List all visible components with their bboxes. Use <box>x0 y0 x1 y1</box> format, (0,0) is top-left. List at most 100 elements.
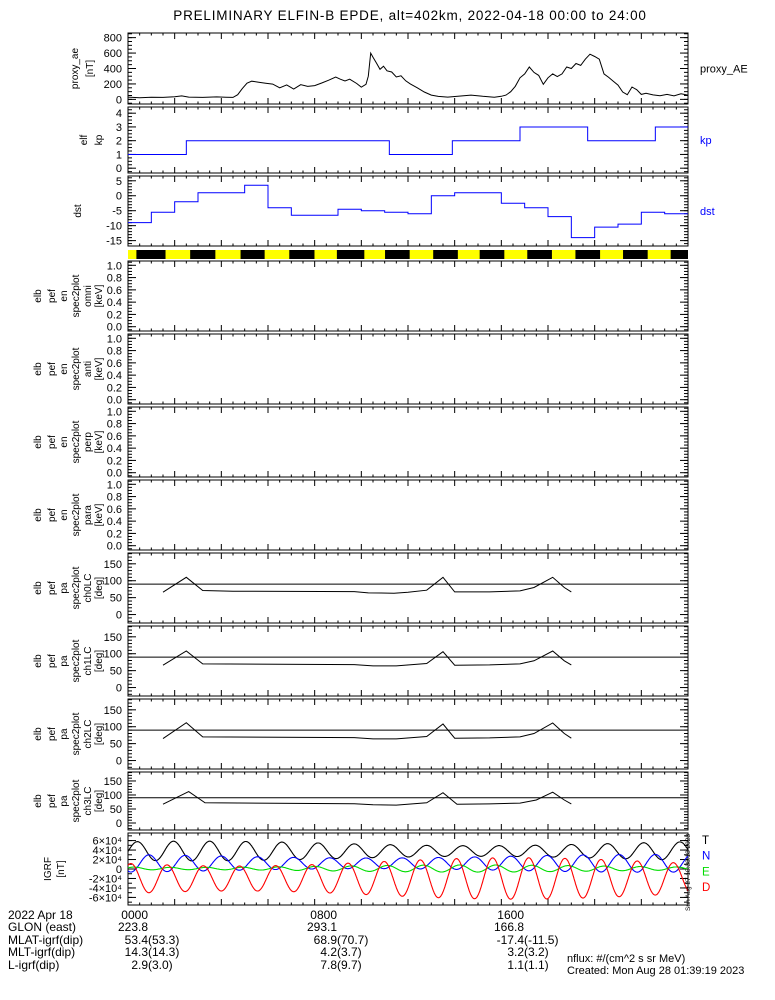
series-T <box>127 840 689 862</box>
y-tick-label: 0 <box>116 756 122 768</box>
y-tick-label: 0 <box>116 94 122 106</box>
y-axis-label: pef <box>47 508 58 522</box>
availability-gap <box>136 250 166 259</box>
y-tick-label: 0 <box>116 610 122 622</box>
y-tick-label: -10 <box>106 221 122 233</box>
legend-T: T <box>702 835 709 847</box>
ephemeris-value-paren: (1.1) <box>524 957 549 972</box>
y-axis-label: elb <box>33 435 44 449</box>
y-axis-label: spec2plot <box>71 493 82 536</box>
y-axis-label: elb <box>33 508 44 522</box>
ephemeris-value: 4.2 <box>320 945 337 960</box>
legend-E: E <box>702 866 710 878</box>
y-tick-label: 100 <box>104 790 122 802</box>
y-tick-label: 0.8 <box>107 273 122 285</box>
availability-gap <box>289 250 315 259</box>
ephemeris-value: 1.1 <box>507 957 524 972</box>
y-axis-label: elf <box>79 134 90 145</box>
ephemeris-value: 0800 <box>310 908 337 922</box>
y-axis-label: [deg] <box>94 790 105 812</box>
panel-spec_perp: 0.00.20.40.60.81.0 elb pef en spec2plot perp[… <box>33 406 689 480</box>
y-tick-label: 0.0 <box>107 541 122 553</box>
y-axis-label: spec2plot <box>71 639 82 682</box>
y-axis-label: [deg] <box>94 577 105 599</box>
legend-N: N <box>702 851 710 863</box>
series-kp <box>128 126 688 155</box>
y-axis-label: pa <box>59 795 70 807</box>
panel-frame <box>127 106 689 174</box>
y-tick-label: 1 <box>116 149 122 161</box>
y-tick-label: 50 <box>110 804 122 816</box>
y-axis-label: elb <box>33 794 44 808</box>
panel-frame <box>127 479 689 551</box>
panel-frame <box>127 406 689 478</box>
panel-ch0lc: 0 50 100 150 elb pef pa spec2plot ch0LC [deg] <box>33 552 689 624</box>
availability-gap <box>479 250 505 259</box>
y-axis-label: pef <box>47 794 58 808</box>
ephemeris-value-paren: (3.7) <box>337 945 362 960</box>
y-tick-label: 0 <box>116 163 122 175</box>
y-axis-label: spec2plot <box>71 779 82 822</box>
ephemeris-row: MLT-igrf(dip) 14.3 (14.3) 4.2 (3.7) 3.2 (3.2) <box>0 945 775 960</box>
ephemeris-row-label: MLAT-igrf(dip) <box>8 932 84 947</box>
y-axis-label: [keV] <box>94 357 105 380</box>
y-tick-label: 0 <box>116 683 122 695</box>
y-tick-label: 0.2 <box>107 309 122 321</box>
y-axis-label: kp <box>94 134 105 145</box>
series-dst <box>128 184 688 239</box>
y-axis-label: spec2plot <box>71 566 82 609</box>
y-tick-label: -6×10⁴ <box>89 892 122 904</box>
side-timestamp: Sun Aug 27 18:38:18 2023 <box>685 834 692 911</box>
panel-frame <box>127 832 689 906</box>
y-axis-label: pa <box>59 655 70 667</box>
panel-frame <box>127 333 689 405</box>
y-tick-label: 0.0 <box>107 322 122 334</box>
y-axis-label: pef <box>47 727 58 741</box>
y-tick-label: 0 <box>116 864 122 876</box>
y-axis-label: pef <box>47 654 58 668</box>
right-panel-label: dst <box>700 206 715 218</box>
ephemeris-value: 166.8 <box>493 920 524 935</box>
y-axis-label: elb <box>33 654 44 668</box>
y-tick-label: 3 <box>116 122 122 134</box>
availability-gap <box>575 250 601 259</box>
ephemeris-value: 0000 <box>121 908 148 922</box>
y-axis-label: en <box>59 363 70 374</box>
right-panel-label: kp <box>700 135 712 147</box>
panel-ch2lc: 0 50 100 150 elb pef pa spec2plot ch2LC [deg] <box>33 698 689 770</box>
ephemeris-value: 7.8 <box>320 957 337 972</box>
y-tick-label: -4×10⁴ <box>89 883 122 895</box>
y-axis-label: pef <box>47 435 58 449</box>
y-axis-label: pef <box>47 581 58 595</box>
y-tick-label: 0.2 <box>107 382 122 394</box>
right-panel-label: proxy_AE <box>700 64 748 76</box>
y-tick-label: 50 <box>110 739 122 751</box>
y-tick-label: 100 <box>104 576 122 588</box>
y-axis-label: elb <box>33 581 44 595</box>
y-axis-label: [keV] <box>94 430 105 453</box>
y-axis-label: [keV] <box>94 503 105 526</box>
ephemeris-row-label: 2022 Apr 18 <box>8 908 73 922</box>
y-axis-label: ch3LC <box>83 787 94 816</box>
y-tick-label: 0 <box>116 818 122 830</box>
ephemeris-row: 2022 Apr 18 0000 0800 1600 <box>0 908 775 922</box>
y-axis-label: omni <box>83 285 94 307</box>
ephemeris-value-paren: (3.2) <box>524 945 549 960</box>
ephemeris-row-label: MLT-igrf(dip) <box>8 945 76 960</box>
ephemeris-row: L-igrf(dip) 2.9 (3.0) 7.8 (9.7) 1.1 (1.1) <box>0 957 775 972</box>
panel-frame <box>127 698 689 770</box>
y-axis-label: ch1LC <box>83 647 94 676</box>
panel-frame <box>127 175 689 247</box>
legend-D: D <box>702 882 710 894</box>
y-tick-label: 1.0 <box>107 406 122 418</box>
y-axis-label: anti <box>83 361 94 377</box>
y-axis-label: [nT] <box>56 860 67 877</box>
y-tick-label: 200 <box>104 79 122 91</box>
y-tick-label: 0.4 <box>107 443 122 455</box>
y-axis-label: spec2plot <box>71 420 82 463</box>
nflux-units-note: nflux: #/(cm^2 s sr MeV) <box>567 953 686 965</box>
y-axis-label: dst <box>73 204 84 218</box>
page-title: PRELIMINARY ELFIN-B EPDE, alt=402km, 202… <box>173 8 647 23</box>
y-tick-label: 1.0 <box>107 479 122 491</box>
